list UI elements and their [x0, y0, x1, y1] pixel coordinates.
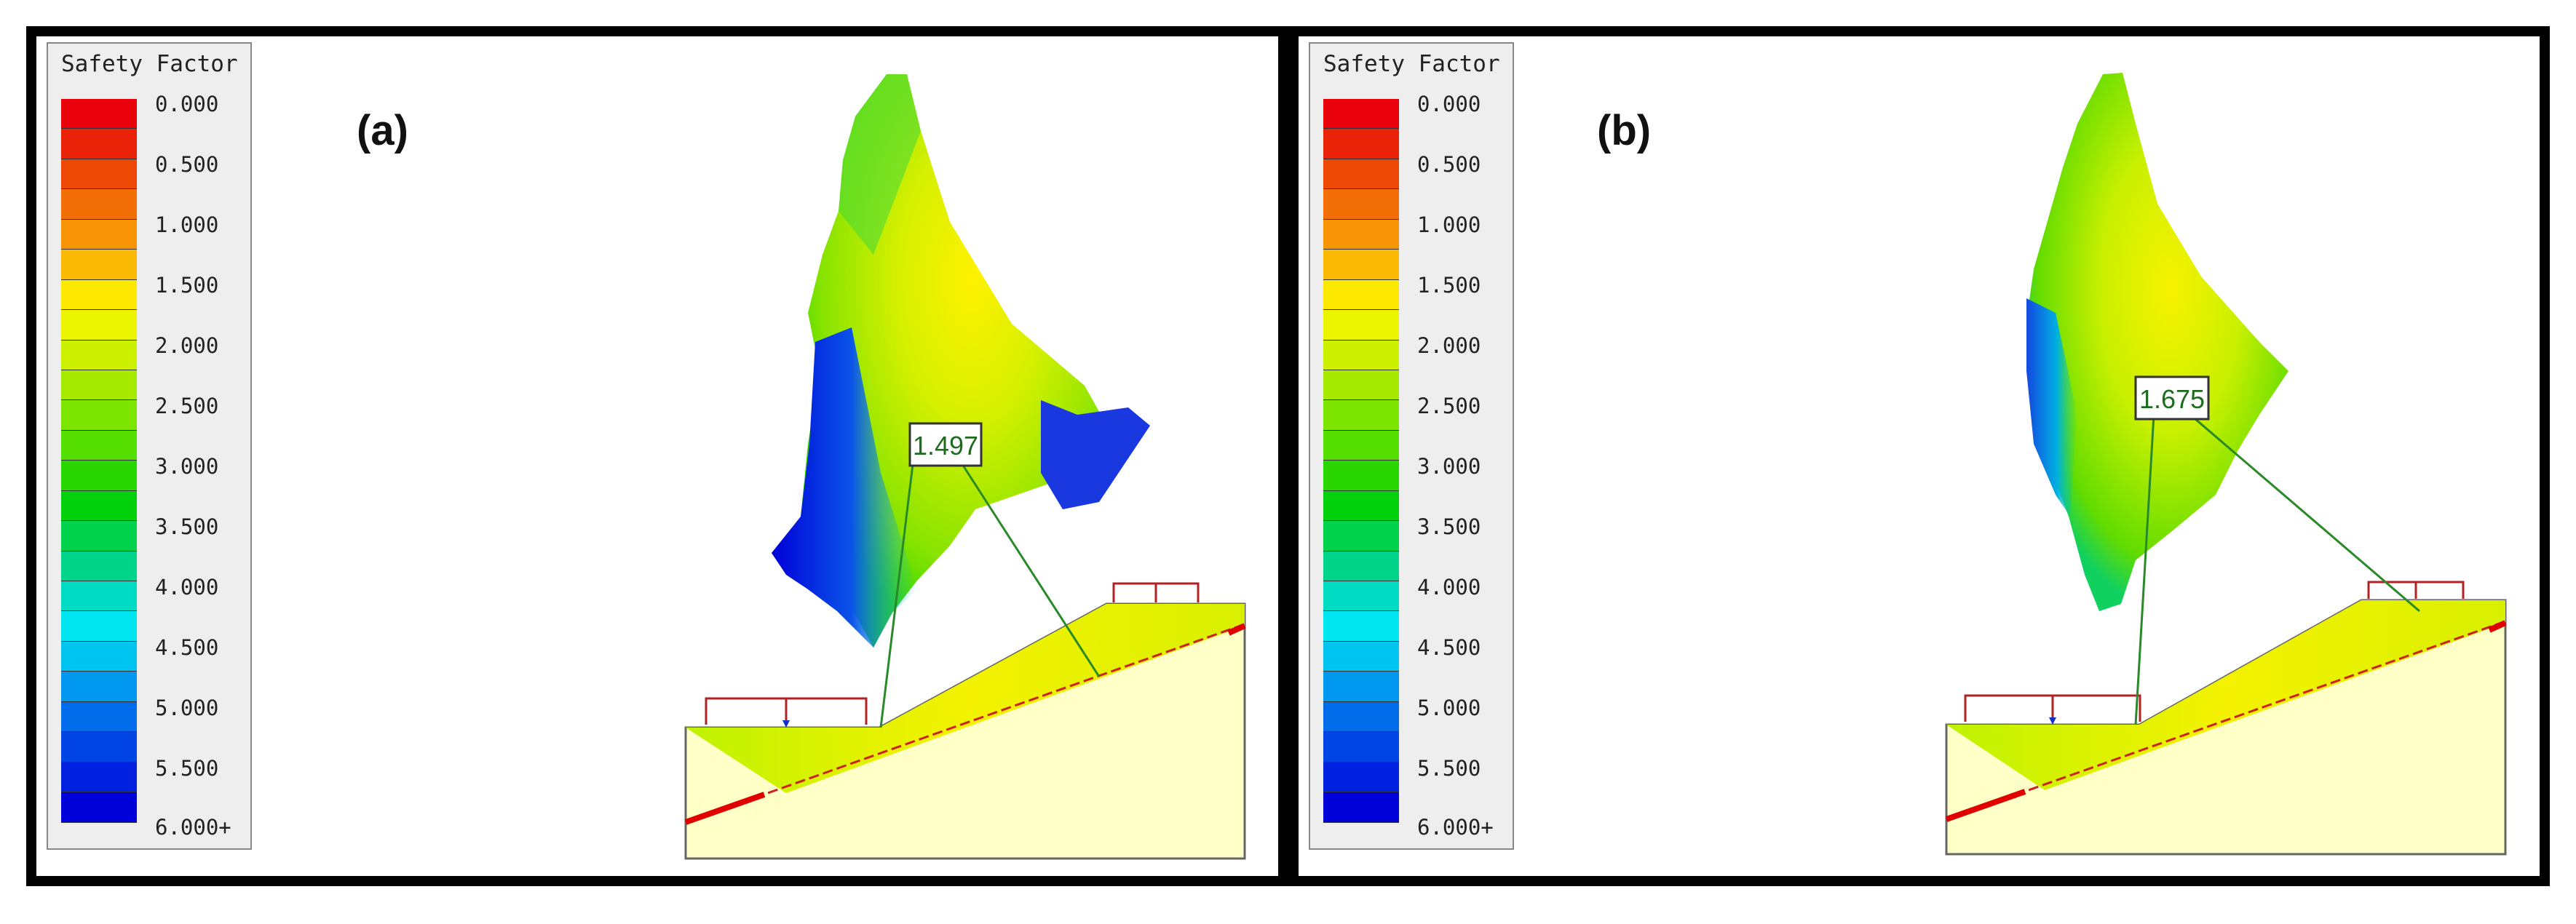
- legend-label: 4.000: [155, 575, 219, 600]
- safety-factor-legend: Safety Factor 0.000 0.500 1.000 1.500 2.…: [1309, 42, 1514, 850]
- min-fs-box: [2134, 375, 2210, 421]
- color-swatch: [1323, 611, 1399, 642]
- legend-label: 3.000: [155, 454, 219, 479]
- color-swatch: [61, 762, 137, 793]
- color-swatch: [61, 250, 137, 280]
- min-fs-value: 1.497: [913, 431, 978, 461]
- color-swatch: [61, 701, 137, 733]
- legend-label: 3.000: [1417, 454, 1481, 479]
- legend-title: Safety Factor: [61, 51, 238, 77]
- color-swatch: [61, 732, 137, 762]
- color-swatch: [1323, 129, 1399, 159]
- slope-model-b: 1.675: [1945, 73, 2507, 856]
- color-swatch: [1323, 641, 1399, 672]
- min-fs-value: 1.675: [2139, 384, 2205, 414]
- color-swatch: [1323, 581, 1399, 612]
- color-swatch: [61, 430, 137, 461]
- legend-label: 2.500: [155, 394, 219, 418]
- slope-model-a: 1.497: [684, 74, 1246, 860]
- color-swatch: [1323, 792, 1399, 823]
- color-swatch: [61, 792, 137, 823]
- panel-label: (a): [357, 107, 408, 154]
- legend-label: 2.000: [1417, 333, 1481, 358]
- color-swatch: [61, 581, 137, 612]
- panel-a: Safety Factor 0.000 0.500 1.000 1.500 2.…: [26, 26, 1288, 886]
- color-swatch: [61, 340, 137, 370]
- color-swatch: [1323, 701, 1399, 733]
- legend-label: 4.500: [155, 635, 219, 660]
- legend-label: 3.500: [155, 514, 219, 539]
- legend-label: 1.000: [1417, 212, 1481, 237]
- legend-title: Safety Factor: [1323, 51, 1500, 77]
- low-fs-band: [2026, 298, 2077, 517]
- color-swatch: [1323, 551, 1399, 581]
- legend-label: 0.000: [155, 92, 219, 116]
- color-swatch: [1323, 521, 1399, 551]
- color-swatch: [61, 370, 137, 401]
- color-swatch: [61, 490, 137, 522]
- legend-label: 5.000: [155, 696, 219, 720]
- color-swatch: [61, 279, 137, 311]
- legend-label: 1.000: [155, 212, 219, 237]
- color-swatch: [1323, 159, 1399, 190]
- color-swatch: [61, 521, 137, 551]
- legend-label: 3.500: [1417, 514, 1481, 539]
- legend-label: 5.500: [155, 756, 219, 781]
- legend-label: 4.500: [1417, 635, 1481, 660]
- color-swatch: [61, 219, 137, 250]
- color-swatch: [1323, 732, 1399, 762]
- failure-mass: [686, 604, 1245, 793]
- color-swatch: [1323, 370, 1399, 401]
- safety-factor-legend: Safety Factor 0.000 0.500 1.000 1.500 2.…: [47, 42, 252, 850]
- legend-label: 1.500: [155, 273, 219, 298]
- color-swatch: [1323, 672, 1399, 702]
- color-swatch: [61, 461, 137, 491]
- color-swatch: [1323, 310, 1399, 340]
- color-swatch: [1323, 189, 1399, 220]
- failure-mass: [1946, 600, 2505, 790]
- legend-label: 2.000: [155, 333, 219, 358]
- legend-label: 2.500: [1417, 394, 1481, 418]
- color-swatch: [1323, 762, 1399, 793]
- color-swatch: [1323, 461, 1399, 491]
- color-swatch: [1323, 99, 1399, 130]
- color-swatch: [61, 99, 137, 130]
- min-fs-box: [908, 422, 983, 467]
- legend-label: 0.500: [1417, 152, 1481, 177]
- color-swatch: [61, 611, 137, 642]
- color-swatch: [61, 189, 137, 220]
- color-swatch: [61, 310, 137, 340]
- color-scale: [61, 99, 137, 823]
- slip-centre-grid: [2026, 73, 2288, 611]
- color-swatch: [1323, 430, 1399, 461]
- color-swatch: [61, 672, 137, 702]
- high-fs-cluster: [1041, 400, 1150, 509]
- legend-label: 1.500: [1417, 273, 1481, 298]
- color-swatch: [1323, 340, 1399, 370]
- legend-label: 5.000: [1417, 696, 1481, 720]
- color-swatch: [1323, 250, 1399, 280]
- color-swatch: [1323, 490, 1399, 522]
- color-swatch: [1323, 400, 1399, 431]
- panel-b: Safety Factor 0.000 0.500 1.000 1.500 2.…: [1288, 26, 2550, 886]
- legend-label: 0.000: [1417, 92, 1481, 116]
- color-swatch: [1323, 279, 1399, 311]
- color-swatch: [61, 400, 137, 431]
- panel-label: (b): [1597, 107, 1652, 154]
- color-swatch: [61, 129, 137, 159]
- legend-label: 6.000+: [1417, 815, 1494, 840]
- low-fs-band: [772, 327, 917, 648]
- legend-label: 5.500: [1417, 756, 1481, 781]
- legend-label: 4.000: [1417, 575, 1481, 600]
- color-swatch: [1323, 219, 1399, 250]
- legend-label: 6.000+: [155, 815, 231, 840]
- color-swatch: [61, 551, 137, 581]
- legend-label: 0.500: [155, 152, 219, 177]
- color-swatch: [61, 159, 137, 190]
- color-swatch: [61, 641, 137, 672]
- color-scale: [1323, 99, 1399, 823]
